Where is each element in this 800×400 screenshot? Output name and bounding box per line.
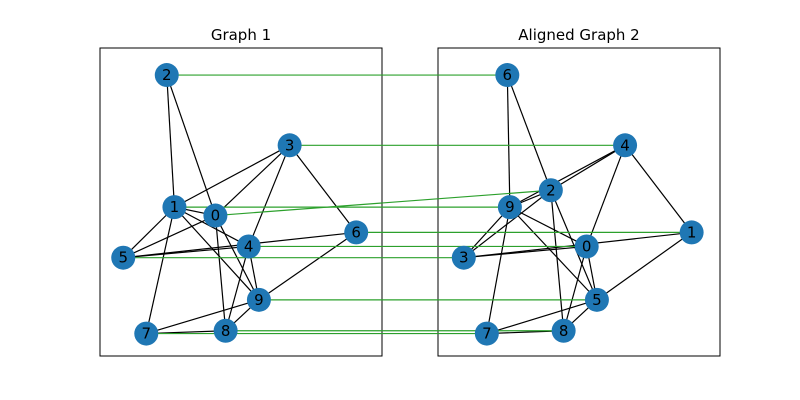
panel-frame-graph-1 xyxy=(99,47,383,357)
node-p2-3: 3 xyxy=(451,245,476,270)
node-label: 5 xyxy=(118,249,128,267)
node-circle xyxy=(551,318,576,343)
node-label: 0 xyxy=(582,237,592,255)
node-circle xyxy=(154,63,179,88)
node-p2-8: 8 xyxy=(551,318,576,343)
node-circle xyxy=(134,321,159,346)
edge-p2-2-8 xyxy=(550,190,565,331)
edge-p2-9-0 xyxy=(509,206,587,247)
node-circle xyxy=(497,195,522,220)
node-circle xyxy=(574,234,599,259)
node-circle xyxy=(584,287,609,312)
edge-p2-6-9 xyxy=(506,75,511,208)
edge-p2-4-0 xyxy=(586,145,626,247)
nodes-layer: 0 1 2 3 4 5 6 7 8 9 6 4 2 9 1 0 3 5 7 8 xyxy=(111,63,704,346)
node-label: 3 xyxy=(285,136,295,154)
edge-p2-1-5 xyxy=(596,231,692,301)
node-label: 6 xyxy=(503,66,513,84)
node-p2-4: 4 xyxy=(613,133,638,158)
alignment-lines-layer xyxy=(123,74,692,335)
node-label: 2 xyxy=(546,181,556,199)
edge-p2-9-7 xyxy=(486,207,511,334)
edge-p1-2-0 xyxy=(166,74,216,216)
edge-p2-4-1 xyxy=(624,144,693,233)
node-circle xyxy=(451,245,476,270)
node-label: 5 xyxy=(592,291,602,309)
edge-p1-3-0 xyxy=(214,144,291,216)
alignment-line-0-to-2 xyxy=(215,189,551,217)
node-circle xyxy=(236,234,261,259)
edge-p1-1-7 xyxy=(145,206,176,334)
node-p2-2: 2 xyxy=(538,178,563,203)
node-circle xyxy=(203,203,228,228)
node-circle xyxy=(344,220,369,245)
node-p2-6: 6 xyxy=(495,63,520,88)
node-circle xyxy=(162,195,187,220)
edge-p1-9-7 xyxy=(146,299,260,335)
edge-p1-3-1 xyxy=(174,144,290,208)
node-label: 3 xyxy=(459,249,469,267)
node-p1-1: 1 xyxy=(162,195,187,220)
edge-p2-5-7 xyxy=(486,299,598,335)
node-circle xyxy=(246,287,271,312)
edge-p2-0-8 xyxy=(563,246,588,331)
panel-frame-aligned-graph-2 xyxy=(437,47,721,357)
node-circle xyxy=(213,318,238,343)
node-p1-3: 3 xyxy=(277,133,302,158)
node-p2-0: 0 xyxy=(574,234,599,259)
edge-p2-6-2 xyxy=(506,74,552,191)
node-label: 1 xyxy=(687,223,697,241)
edge-p2-9-5 xyxy=(509,206,598,301)
node-label: 8 xyxy=(559,322,569,340)
node-p1-9: 9 xyxy=(246,287,271,312)
node-circle xyxy=(474,321,499,346)
node-circle xyxy=(495,63,520,88)
node-circle xyxy=(538,178,563,203)
node-label: 4 xyxy=(620,136,630,154)
node-p1-5: 5 xyxy=(111,245,136,270)
edge-p1-4-8 xyxy=(225,246,250,331)
node-label: 1 xyxy=(170,198,180,216)
node-p2-9: 9 xyxy=(497,195,522,220)
node-p1-2: 2 xyxy=(154,63,179,88)
edge-p1-3-6 xyxy=(289,144,357,233)
panel-title-graph-1: Graph 1 xyxy=(211,26,271,44)
edge-p1-6-9 xyxy=(258,231,357,301)
node-p2-5: 5 xyxy=(584,287,609,312)
edge-p1-1-9 xyxy=(173,206,260,301)
node-p1-7: 7 xyxy=(134,321,159,346)
node-label: 0 xyxy=(211,207,221,225)
node-label: 4 xyxy=(244,237,254,255)
edge-p1-0-5 xyxy=(122,215,216,259)
node-circle xyxy=(277,133,302,158)
edge-p1-0-8 xyxy=(214,215,227,331)
node-label: 6 xyxy=(351,223,361,241)
panel-title-aligned-graph-2: Aligned Graph 2 xyxy=(518,26,639,44)
node-circle xyxy=(111,245,136,270)
node-p2-1: 1 xyxy=(679,220,704,245)
node-label: 9 xyxy=(254,291,264,309)
node-label: 7 xyxy=(142,325,152,343)
node-label: 7 xyxy=(482,325,492,343)
node-p2-7: 7 xyxy=(474,321,499,346)
node-label: 9 xyxy=(505,198,515,216)
node-circle xyxy=(679,220,704,245)
edge-p2-4-9 xyxy=(509,144,626,208)
node-p1-0: 0 xyxy=(203,203,228,228)
edge-p2-4-2 xyxy=(550,144,626,191)
edge-p1-2-1 xyxy=(166,75,176,208)
edge-p1-3-4 xyxy=(248,145,291,247)
node-label: 2 xyxy=(162,66,172,84)
node-circle xyxy=(613,133,638,158)
node-p1-8: 8 xyxy=(213,318,238,343)
node-p1-4: 4 xyxy=(236,234,261,259)
node-p1-6: 6 xyxy=(344,220,369,245)
node-label: 8 xyxy=(221,322,231,340)
